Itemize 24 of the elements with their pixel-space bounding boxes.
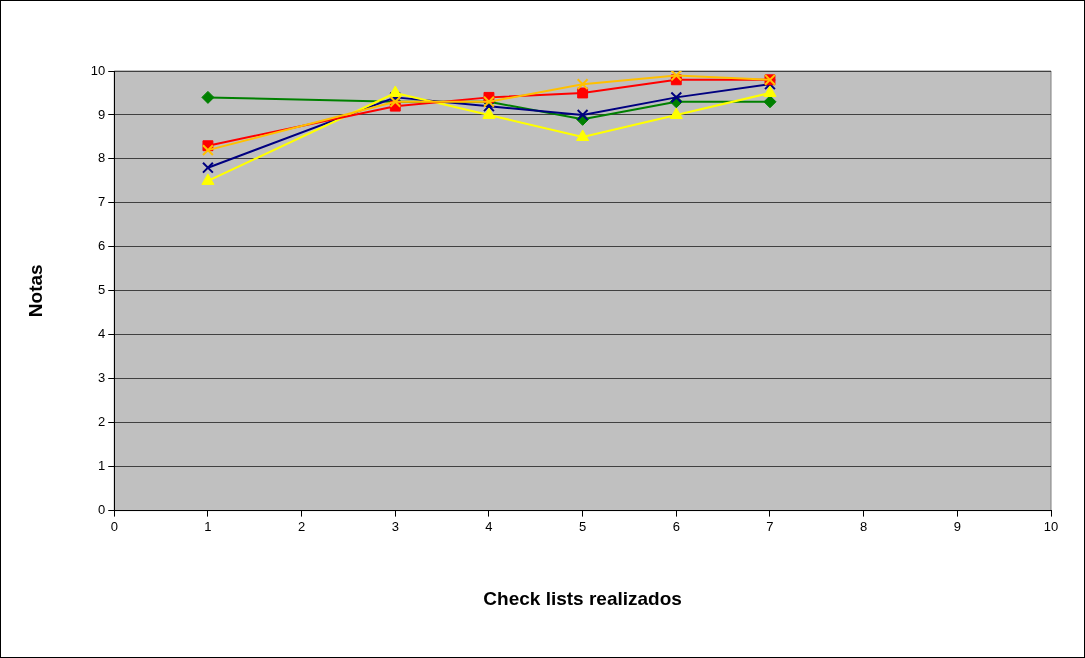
x-tick-label: 6 <box>672 518 680 534</box>
x-tick-label: 2 <box>297 518 306 534</box>
x-tick-label: 3 <box>391 518 399 534</box>
x-tick-label: 1 <box>204 518 212 534</box>
y-tick-label: 8 <box>98 150 106 166</box>
x-tick-label: 10 <box>1043 518 1059 534</box>
y-axis-title: Notas <box>24 264 46 318</box>
x-tick-label: 0 <box>110 518 118 534</box>
y-tick-label: 6 <box>98 238 106 254</box>
y-tick-label: 9 <box>98 106 106 122</box>
x-tick-label: 7 <box>766 518 774 534</box>
y-tick-label: 3 <box>98 370 106 386</box>
x-tick-label: 4 <box>485 518 493 534</box>
y-tick-label: 1 <box>98 458 106 474</box>
y-tick-label: 2 <box>98 414 106 430</box>
y-tick-label: 4 <box>98 326 106 342</box>
y-tick-label: 10 <box>90 62 106 78</box>
y-tick-label: 0 <box>98 502 106 518</box>
y-tick-label: 7 <box>98 194 106 210</box>
y-tick-label: 5 <box>98 282 106 298</box>
x-tick-label: 5 <box>579 518 587 534</box>
x-tick-label: 8 <box>860 518 868 534</box>
x-tick-label: 9 <box>953 518 961 534</box>
x-axis-title: Check lists realizados <box>483 587 682 609</box>
